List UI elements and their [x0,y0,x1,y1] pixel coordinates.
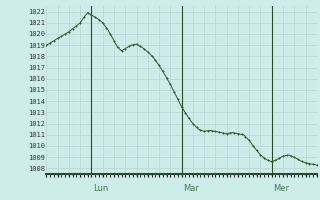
Text: Mar: Mar [183,184,199,193]
Text: Mer: Mer [274,184,290,193]
Text: Lun: Lun [93,184,108,193]
